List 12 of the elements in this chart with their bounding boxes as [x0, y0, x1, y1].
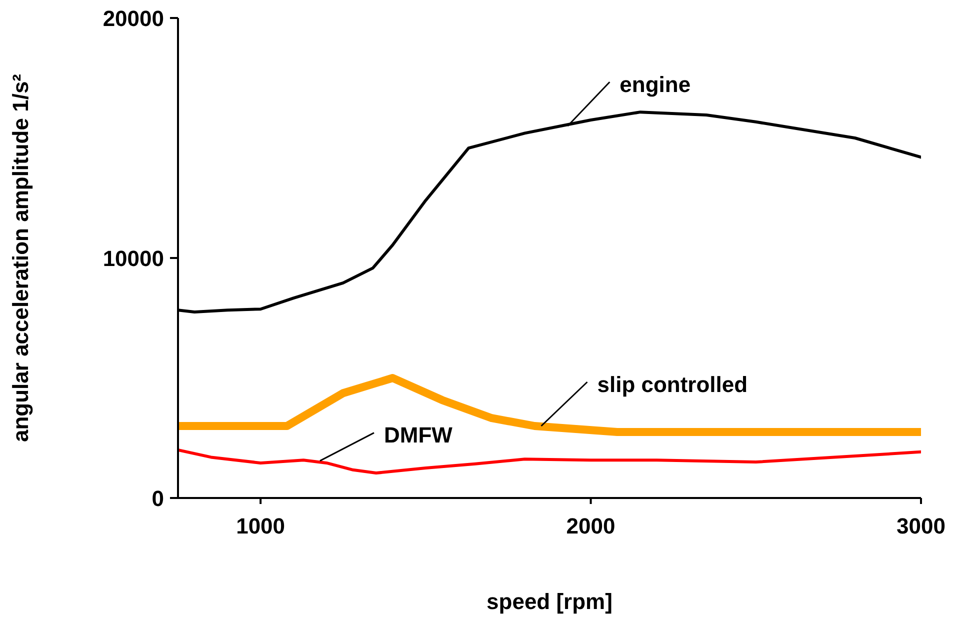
x-tick-label: 1000 — [236, 514, 286, 539]
annotation: engine — [620, 72, 691, 97]
annotation: DMFW — [384, 422, 453, 448]
y-axis-title: angular acceleration amplitude 1/s² — [8, 74, 33, 442]
line-series — [178, 448, 921, 475]
x-axis-title: speed [rpm] — [486, 589, 612, 614]
y-tick-label: 0 — [152, 486, 164, 511]
x-tick-label: 2000 — [566, 514, 616, 539]
x-tick-label: 3000 — [896, 514, 946, 539]
y-tick-label: 20000 — [102, 6, 164, 31]
y-tick-label: 10000 — [102, 246, 164, 271]
annotation: slip controlled — [597, 372, 748, 397]
